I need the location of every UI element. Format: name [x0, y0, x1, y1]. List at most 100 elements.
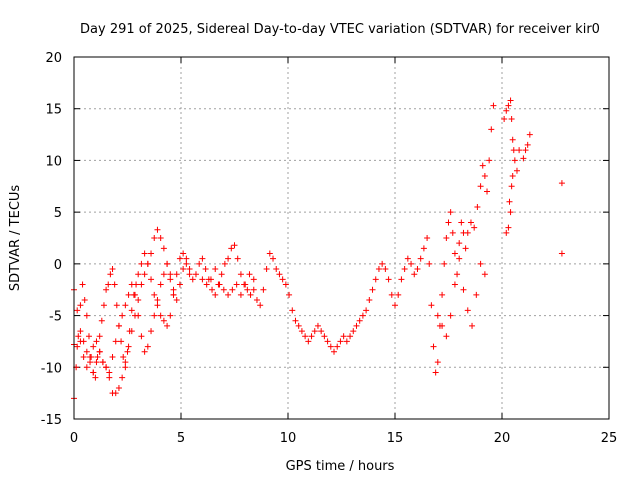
data-point — [80, 353, 87, 360]
data-point — [266, 250, 273, 257]
x-axis-label: GPS time / hours — [286, 459, 395, 474]
data-point — [481, 271, 488, 278]
y-tick-label: -10 — [41, 361, 62, 376]
data-point — [209, 286, 216, 293]
data-point — [510, 147, 517, 154]
data-point — [83, 348, 90, 355]
data-point — [170, 286, 177, 293]
data-point — [148, 328, 155, 335]
data-point — [474, 203, 481, 210]
data-point — [257, 302, 264, 309]
data-point — [434, 312, 441, 319]
data-point — [426, 260, 433, 267]
data-point — [420, 245, 427, 252]
data-point — [207, 276, 214, 283]
data-point — [324, 338, 331, 345]
data-point — [311, 328, 318, 335]
data-point — [411, 271, 418, 278]
data-point — [228, 245, 235, 252]
data-point — [192, 271, 199, 278]
data-point — [434, 359, 441, 366]
data-point — [451, 281, 458, 288]
data-point — [558, 250, 565, 257]
data-point — [505, 224, 512, 231]
data-point — [154, 302, 161, 309]
data-point — [231, 242, 238, 249]
data-point — [356, 317, 363, 324]
data-point — [369, 286, 376, 293]
data-point — [331, 348, 338, 355]
data-point — [428, 302, 435, 309]
x-tick-label: 15 — [387, 431, 404, 446]
data-point — [506, 198, 513, 205]
y-tick-label: -15 — [41, 413, 62, 428]
data-point — [270, 255, 277, 262]
data-point — [164, 322, 171, 329]
y-tick-label: 15 — [45, 103, 62, 118]
data-point — [74, 307, 81, 314]
data-point — [144, 260, 151, 267]
data-point — [160, 245, 167, 252]
data-point — [154, 226, 161, 233]
data-point — [558, 180, 565, 187]
data-point — [83, 364, 90, 371]
data-point — [479, 162, 486, 169]
data-point — [242, 281, 249, 288]
data-point — [183, 260, 190, 267]
data-point — [503, 107, 510, 114]
data-point — [126, 328, 133, 335]
data-point — [128, 281, 135, 288]
data-point — [111, 281, 118, 288]
x-tick-label: 25 — [601, 431, 618, 446]
data-point — [237, 291, 244, 298]
x-tick-label: 10 — [280, 431, 297, 446]
data-point — [408, 260, 415, 267]
data-point — [481, 172, 488, 179]
data-point — [212, 266, 219, 273]
data-point — [90, 369, 97, 376]
data-point — [135, 271, 142, 278]
y-tick-label: 5 — [54, 206, 62, 221]
data-point — [282, 281, 289, 288]
data-point — [77, 338, 84, 345]
data-point — [160, 271, 167, 278]
data-point — [120, 353, 127, 360]
data-point — [75, 333, 82, 340]
data-point — [445, 219, 452, 226]
data-point — [520, 155, 527, 162]
y-tick-label: 20 — [45, 51, 62, 66]
data-point — [112, 390, 119, 397]
data-point — [87, 353, 94, 360]
data-point — [202, 266, 209, 273]
data-point — [388, 291, 395, 298]
data-point — [164, 260, 171, 267]
data-point — [90, 343, 97, 350]
data-point — [247, 291, 254, 298]
data-point — [395, 291, 402, 298]
data-point — [343, 338, 350, 345]
data-point — [458, 219, 465, 226]
data-point — [250, 286, 257, 293]
data-point — [203, 281, 210, 288]
data-point — [263, 266, 270, 273]
data-point — [106, 374, 113, 381]
data-point — [125, 343, 132, 350]
data-point — [503, 229, 510, 236]
data-point — [87, 359, 94, 366]
data-point — [509, 172, 516, 179]
data-point — [186, 266, 193, 273]
data-point — [505, 102, 512, 109]
data-point — [507, 209, 514, 216]
data-point — [125, 291, 132, 298]
data-point — [490, 102, 497, 109]
data-point — [509, 136, 516, 143]
data-point — [81, 297, 88, 304]
data-point — [484, 188, 491, 195]
data-point — [212, 291, 219, 298]
data-point — [246, 271, 253, 278]
data-point — [471, 224, 478, 231]
data-point — [516, 147, 523, 154]
data-point — [385, 276, 392, 283]
data-point — [302, 333, 309, 340]
